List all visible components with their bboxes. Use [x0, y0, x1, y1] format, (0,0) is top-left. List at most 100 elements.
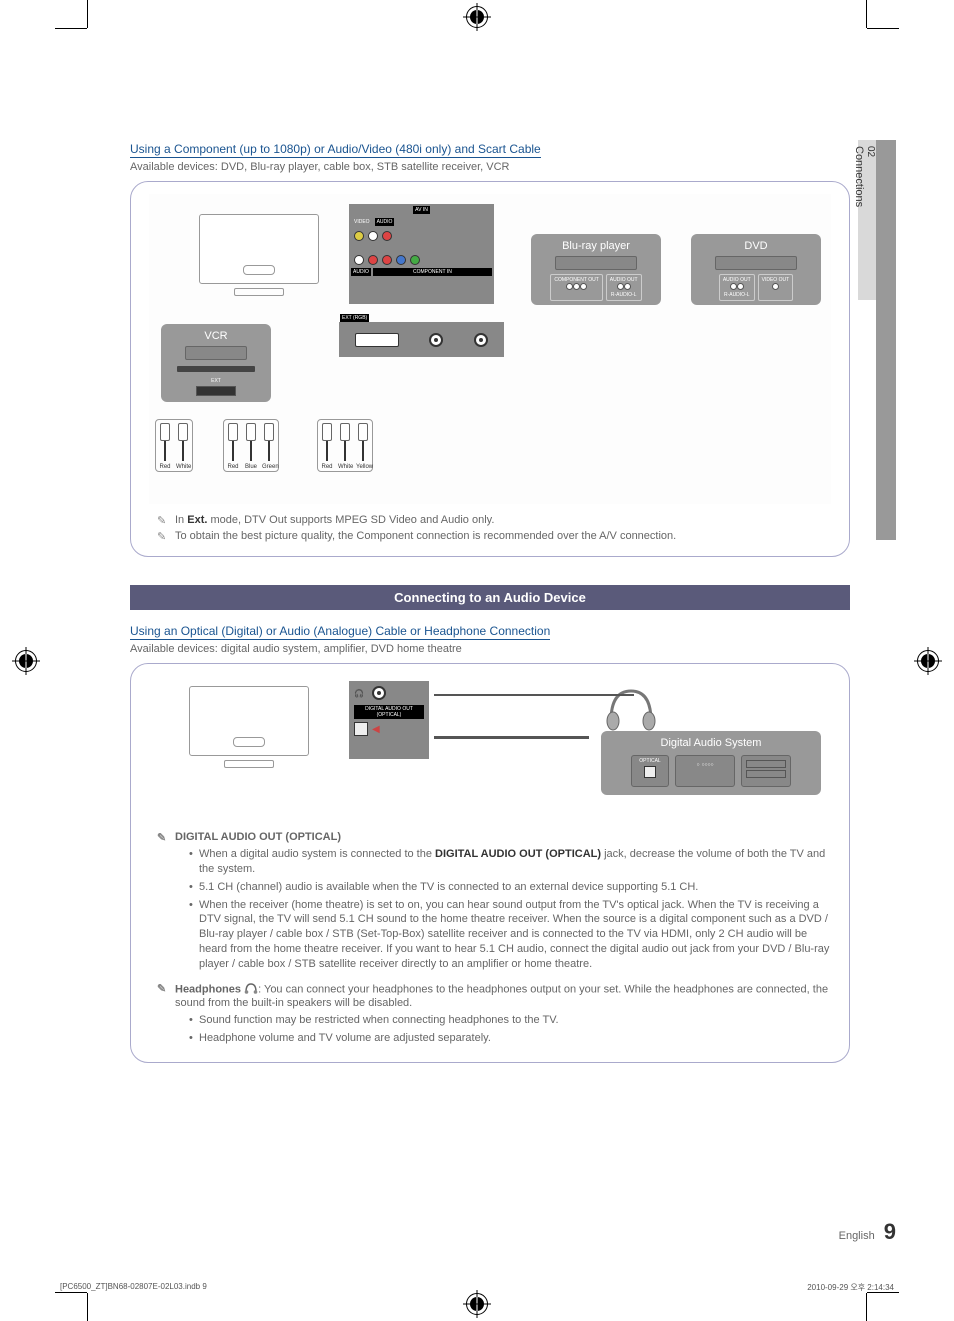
ext-label: EXT — [165, 378, 267, 384]
language-label: English — [839, 1230, 875, 1242]
bullet-item: Headphone volume and TV volume are adjus… — [189, 1031, 831, 1046]
video-out-group: VIDEO OUT — [758, 274, 794, 301]
scart-port-icon — [355, 333, 399, 347]
bullet-item: When a digital audio system is connected… — [189, 847, 831, 877]
component-heading: Using a Component (up to 1080p) or Audio… — [130, 142, 541, 158]
audio-devices: Available devices: digital audio system,… — [130, 643, 850, 655]
plug-green-label: Green — [262, 464, 276, 470]
plug-group-rwy: Red White Yellow — [317, 419, 373, 472]
headphones-icon — [601, 681, 661, 731]
bluray-box: Blu-ray player COMPONENT OUT AUDIO OUT R… — [531, 234, 661, 305]
audio-out-group: AUDIO OUT R-AUDIO-L — [606, 274, 642, 301]
plug-red-label: Red — [320, 464, 334, 470]
rca-pr-icon — [382, 255, 392, 265]
dvd-box: DVD AUDIO OUT R-AUDIO-L VIDEO OUT — [691, 234, 821, 305]
plug-white-label: White — [338, 464, 352, 470]
note-component-quality: To obtain the best picture quality, the … — [157, 530, 831, 542]
r-audio-l-label: R-AUDIO-L — [723, 292, 751, 298]
headphones-text: : You can connect your headphones to the… — [175, 983, 828, 1009]
coax-port-icon — [429, 333, 443, 347]
rca-yellow-icon — [354, 231, 364, 241]
headphones-heading: Headphones : You can connect your headph… — [157, 982, 831, 1009]
print-file: [PC6500_ZT]BN68-02807E-02L03.indb 9 — [60, 1282, 207, 1293]
audio-label: AUDIO — [351, 268, 371, 276]
bullet-item: When the receiver (home theatre) is set … — [189, 898, 831, 972]
bullet-item: 5.1 CH (channel) audio is available when… — [189, 880, 831, 895]
audio-diagram: 🎧 DIGITAL AUDIO OUT (OPTICAL) ◀ Digital … — [149, 676, 831, 821]
vcr-box: VCR EXT — [161, 324, 271, 402]
crop-mark — [87, 1293, 88, 1321]
optical-label: OPTICAL — [634, 758, 666, 764]
headphones-bullets: Sound function may be restricted when co… — [189, 1013, 831, 1046]
bluray-label: Blu-ray player — [535, 240, 657, 252]
amp-display-icon — [741, 755, 791, 787]
crop-mark — [55, 28, 87, 29]
coax-port-icon — [474, 333, 488, 347]
crop-mark — [87, 0, 88, 28]
section-name: Connections — [853, 146, 865, 207]
audio-out-group: AUDIO OUT R-AUDIO-L — [719, 274, 755, 301]
rca-red-icon — [368, 255, 378, 265]
amp-controls-icon: ○○○○○ — [675, 755, 735, 787]
audio-panel: 🎧 DIGITAL AUDIO OUT (OPTICAL) ◀ Digital … — [130, 663, 850, 1063]
ext-rgb-label: EXT (RGB) — [340, 314, 369, 322]
registration-mark-icon — [917, 650, 939, 672]
headphone-port-icon: 🎧 — [354, 689, 364, 698]
section-number: 02 — [865, 146, 876, 296]
das-label: Digital Audio System — [607, 737, 815, 749]
video-label: VIDEO — [354, 219, 370, 225]
component-out-group: COMPONENT OUT — [550, 274, 602, 301]
main-content: Using a Component (up to 1080p) or Audio… — [130, 140, 850, 1063]
audio-heading: Using an Optical (Digital) or Audio (Ana… — [130, 624, 550, 640]
audio-section-bar: Connecting to an Audio Device — [130, 585, 850, 610]
print-footer: [PC6500_ZT]BN68-02807E-02L03.indb 9 2010… — [60, 1282, 894, 1293]
section-tab-bar — [876, 140, 896, 540]
vcr-label: VCR — [165, 330, 267, 342]
component-devices: Available devices: DVD, Blu-ray player, … — [130, 161, 850, 173]
vcr-slot-icon — [177, 366, 255, 372]
registration-mark-icon — [15, 650, 37, 672]
plug-yellow-label: Yellow — [356, 464, 370, 470]
rca-white-icon — [354, 255, 364, 265]
plug-red-label: Red — [158, 464, 172, 470]
ext-panel: EXT (RGB) — [339, 322, 504, 357]
crop-mark — [866, 1293, 867, 1321]
rca-y-icon — [410, 255, 420, 265]
digital-audio-system-box: Digital Audio System OPTICAL ○○○○○ — [601, 731, 821, 795]
scart-port-icon — [196, 386, 236, 396]
registration-mark-icon — [466, 1293, 488, 1315]
bullet-item: Sound function may be restricted when co… — [189, 1013, 831, 1028]
headphones-label: Headphones — [175, 983, 241, 995]
audio-out-label: AUDIO OUT — [610, 277, 638, 283]
rca-pb-icon — [396, 255, 406, 265]
plug-white-label: White — [176, 464, 190, 470]
crop-mark — [866, 0, 867, 28]
r-audio-l-label: R-AUDIO-L — [610, 292, 638, 298]
arrow-left-icon: ◀ — [372, 724, 380, 735]
vcr-drawer-icon — [185, 346, 247, 360]
optical-cable-icon — [434, 736, 589, 739]
digital-audio-bullets: When a digital audio system is connected… — [189, 847, 831, 972]
plug-group-rgb: Red Blue Green — [223, 419, 279, 472]
plug-group-rw: Red White — [155, 419, 193, 472]
optical-in-port: OPTICAL — [631, 755, 669, 787]
device-drawer-icon — [555, 256, 637, 270]
headphone-cable-icon — [434, 694, 634, 696]
av-in-label: AV IN — [413, 206, 430, 214]
section-tab: 02 Connections — [858, 140, 896, 540]
tv-audio-back-panel: 🎧 DIGITAL AUDIO OUT (OPTICAL) ◀ — [349, 681, 429, 759]
optical-port-icon — [354, 722, 368, 736]
tv-icon — [199, 214, 319, 304]
rca-white-icon — [368, 231, 378, 241]
tv-icon — [189, 686, 309, 776]
page-footer: English 9 — [839, 1219, 896, 1245]
rca-red-icon — [382, 231, 392, 241]
page-number: 9 — [884, 1219, 896, 1244]
page-content: 02 Connections Using a Component (up to … — [130, 140, 896, 1241]
audio-label: AUDIO — [375, 218, 395, 226]
component-panel: AV IN VIDEO AUDIO — [130, 181, 850, 557]
headphones-icon — [244, 982, 258, 997]
dvd-label: DVD — [695, 240, 817, 252]
tv-back-panel: AV IN VIDEO AUDIO — [349, 204, 494, 304]
plug-blue-label: Blue — [244, 464, 258, 470]
